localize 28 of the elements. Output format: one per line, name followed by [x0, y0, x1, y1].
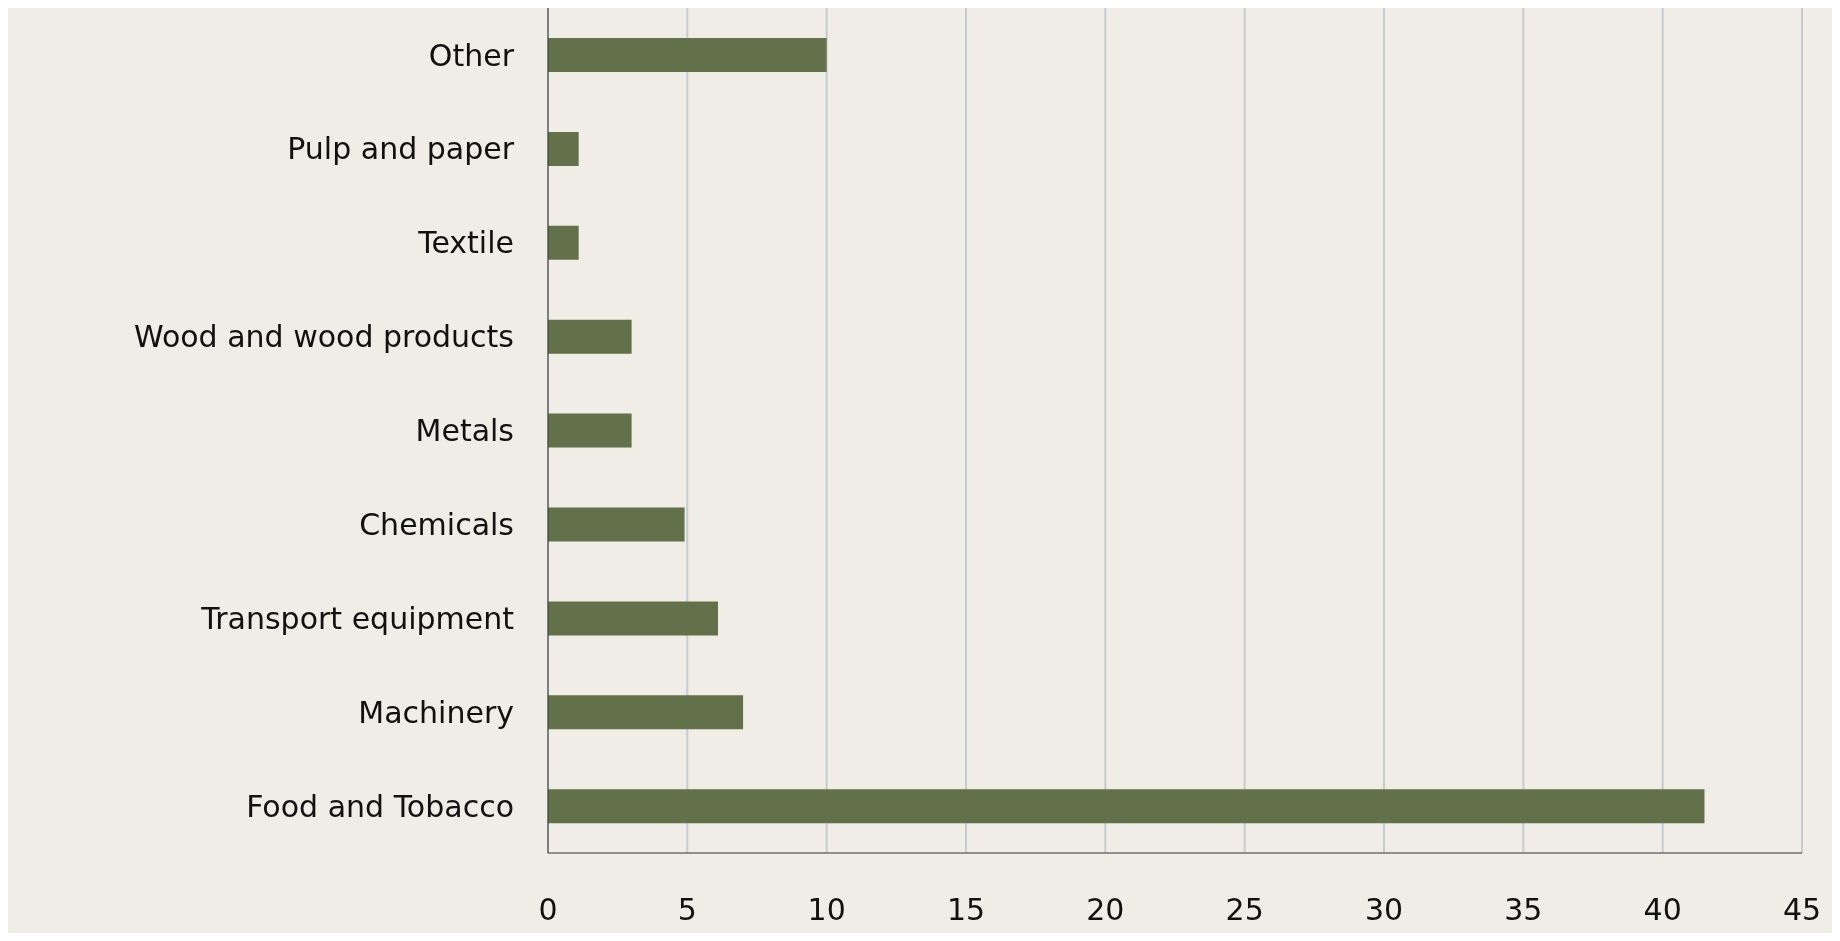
- bar: [548, 225, 579, 260]
- x-tick-label: 10: [807, 892, 846, 928]
- y-tick-label: Transport equipment: [200, 600, 515, 636]
- bar: [548, 319, 632, 354]
- x-tick-label: 0: [538, 892, 558, 928]
- x-tick-label: 5: [677, 892, 697, 928]
- y-tick-label: Metals: [415, 413, 514, 449]
- y-tick-label: Pulp and paper: [287, 131, 515, 167]
- bar: [548, 601, 718, 636]
- y-tick-label: Other: [428, 37, 515, 73]
- x-tick-label: 30: [1364, 892, 1404, 928]
- x-tick-label: 40: [1643, 892, 1682, 928]
- x-tick-label: 20: [1086, 892, 1125, 928]
- bar: [548, 131, 579, 166]
- bar: [548, 507, 685, 542]
- y-tick-label: Chemicals: [359, 507, 514, 543]
- bar: [548, 413, 632, 448]
- bar: [548, 695, 744, 730]
- y-tick-label: Wood and wood products: [133, 319, 514, 355]
- x-tick-label: 45: [1782, 892, 1822, 928]
- y-tick-label: Textile: [417, 225, 514, 261]
- x-tick-label: 35: [1504, 892, 1543, 928]
- y-tick-label: Machinery: [358, 694, 514, 730]
- bar: [548, 38, 827, 73]
- bar: [548, 789, 1705, 824]
- y-tick-label: Food and Tobacco: [246, 788, 514, 824]
- x-tick-label: 25: [1225, 892, 1264, 928]
- x-tick-label: 15: [946, 892, 986, 928]
